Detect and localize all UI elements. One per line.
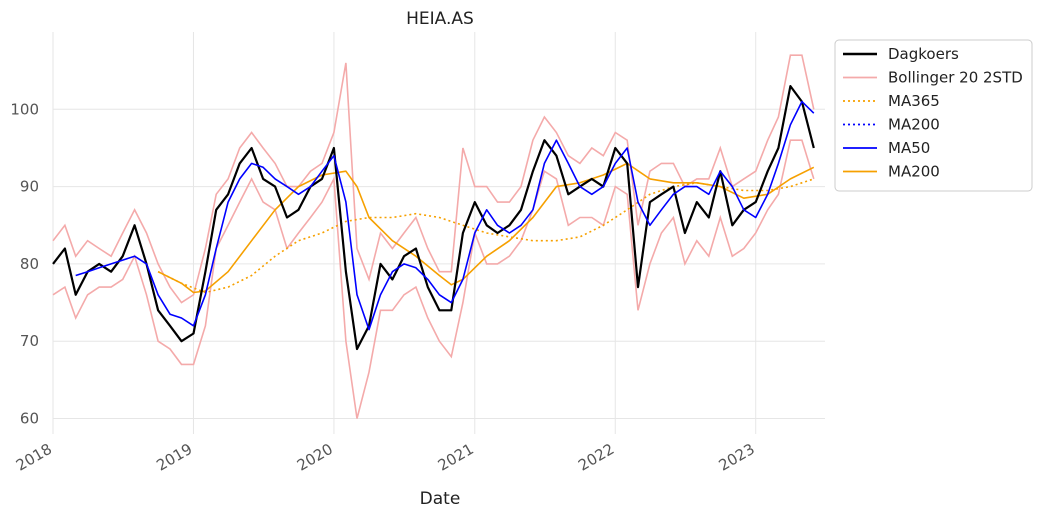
legend-box (834, 39, 1033, 192)
legend-label: MA200 (888, 163, 940, 181)
x-tick-label: 2020 (294, 440, 336, 475)
y-tick-label: 100 (10, 100, 39, 118)
x-tick-label: 2023 (716, 440, 758, 475)
y-tick-label: 80 (20, 255, 39, 273)
legend-label: MA50 (888, 139, 930, 157)
x-tick-label: 2022 (575, 440, 617, 475)
series-line-0 (52, 85, 815, 351)
grid (52, 32, 825, 434)
bollinger-lower-line (52, 139, 815, 419)
x-axis-title: Date (420, 489, 461, 509)
series-line-5 (157, 162, 815, 294)
legend-label: Dagkoers (888, 45, 959, 63)
y-tick-label: 60 (20, 410, 39, 428)
y-tick-label: 70 (20, 332, 39, 350)
series-line-2 (157, 178, 815, 294)
legend-label: MA365 (888, 92, 940, 110)
x-tick-label: 2021 (435, 440, 477, 475)
series-line-4 (75, 100, 815, 331)
chart-title: HEIA.AS (406, 9, 474, 29)
x-tick-label: 2018 (13, 440, 55, 475)
legend: Dagkoers Bollinger 20 2STD MA365 MA200 MA50 M… (834, 39, 1033, 192)
y-tick-label: 90 (20, 178, 39, 196)
legend-label: MA200 (888, 116, 940, 134)
bollinger-upper-line (52, 54, 815, 304)
x-tick-label: 2019 (153, 440, 195, 475)
legend-label: Bollinger 20 2STD (888, 69, 1023, 87)
plot-area (52, 54, 815, 419)
